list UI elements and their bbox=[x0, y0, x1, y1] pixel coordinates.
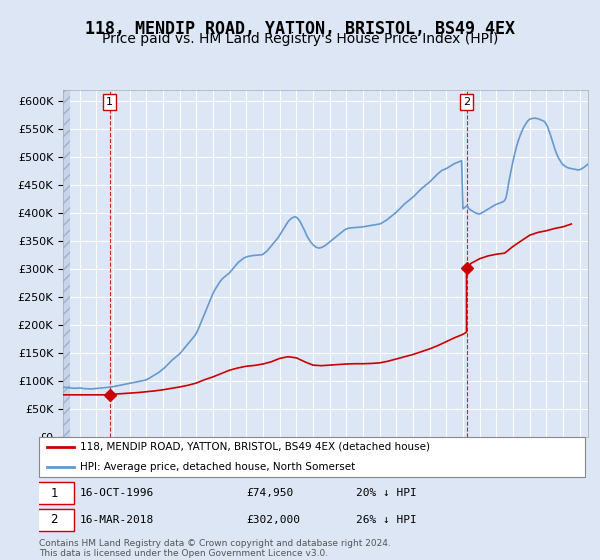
Text: Price paid vs. HM Land Registry's House Price Index (HPI): Price paid vs. HM Land Registry's House … bbox=[102, 32, 498, 46]
Bar bbox=[63, 90, 70, 437]
Text: 1: 1 bbox=[106, 97, 113, 107]
Text: 2: 2 bbox=[50, 514, 58, 526]
Text: HPI: Average price, detached house, North Somerset: HPI: Average price, detached house, Nort… bbox=[80, 462, 355, 472]
Text: 118, MENDIP ROAD, YATTON, BRISTOL, BS49 4EX: 118, MENDIP ROAD, YATTON, BRISTOL, BS49 … bbox=[85, 20, 515, 38]
Text: 16-OCT-1996: 16-OCT-1996 bbox=[80, 488, 154, 498]
Text: 16-MAR-2018: 16-MAR-2018 bbox=[80, 515, 154, 525]
FancyBboxPatch shape bbox=[34, 508, 74, 531]
Text: £302,000: £302,000 bbox=[247, 515, 301, 525]
Text: £74,950: £74,950 bbox=[247, 488, 294, 498]
Text: 2: 2 bbox=[463, 97, 470, 107]
Text: 118, MENDIP ROAD, YATTON, BRISTOL, BS49 4EX (detached house): 118, MENDIP ROAD, YATTON, BRISTOL, BS49 … bbox=[80, 442, 430, 452]
FancyBboxPatch shape bbox=[34, 482, 74, 505]
Text: Contains HM Land Registry data © Crown copyright and database right 2024.
This d: Contains HM Land Registry data © Crown c… bbox=[39, 539, 391, 558]
FancyBboxPatch shape bbox=[39, 437, 585, 477]
Text: 20% ↓ HPI: 20% ↓ HPI bbox=[356, 488, 416, 498]
Text: 1: 1 bbox=[50, 487, 58, 500]
Text: 26% ↓ HPI: 26% ↓ HPI bbox=[356, 515, 416, 525]
